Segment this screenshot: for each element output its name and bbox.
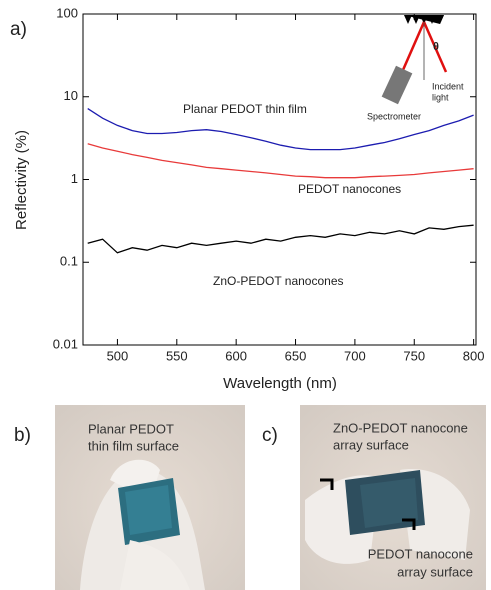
panel-label: b): [14, 425, 31, 446]
x-tick-label: 650: [285, 348, 307, 363]
panel-label: a): [10, 19, 27, 40]
photo-caption: ZnO-PEDOT nanocone: [333, 420, 468, 435]
data-line: [88, 225, 474, 253]
data-line: [88, 144, 474, 178]
photo-caption: array surface: [397, 564, 473, 579]
photo-caption: Planar PEDOT: [88, 421, 174, 436]
panel-label: c): [262, 425, 278, 446]
plot-frame: [83, 14, 476, 345]
inset-incident: Incident: [432, 81, 464, 91]
y-tick-label: 10: [64, 88, 78, 103]
inset-incident: light: [432, 92, 449, 102]
y-tick-label: 1: [71, 171, 78, 186]
x-tick-label: 550: [166, 348, 188, 363]
x-tick-label: 750: [403, 348, 425, 363]
x-tick-label: 700: [344, 348, 366, 363]
series-label: PEDOT nanocones: [298, 182, 401, 196]
y-tick-label: 0.01: [53, 336, 78, 351]
inset-detector: Spectrometer: [367, 111, 421, 121]
photo-caption: PEDOT nanocone: [368, 546, 473, 561]
y-tick-label: 0.1: [60, 254, 78, 269]
inset-angle: θ: [433, 41, 439, 53]
x-axis-label: Wavelength (nm): [223, 375, 337, 392]
x-tick-label: 500: [107, 348, 129, 363]
x-tick-label: 600: [225, 348, 247, 363]
figure: a) Wavelength (nm) Reflectivity (%) θ In…: [0, 0, 491, 590]
x-tick-label: 800: [463, 348, 485, 363]
photo-caption: thin film surface: [88, 438, 179, 453]
series-label: ZnO-PEDOT nanocones: [213, 274, 344, 288]
y-tick-label: 100: [56, 5, 78, 20]
photo-caption: array surface: [333, 437, 409, 452]
y-axis-label: Reflectivity (%): [13, 130, 30, 230]
series-label: Planar PEDOT thin film: [183, 102, 307, 116]
